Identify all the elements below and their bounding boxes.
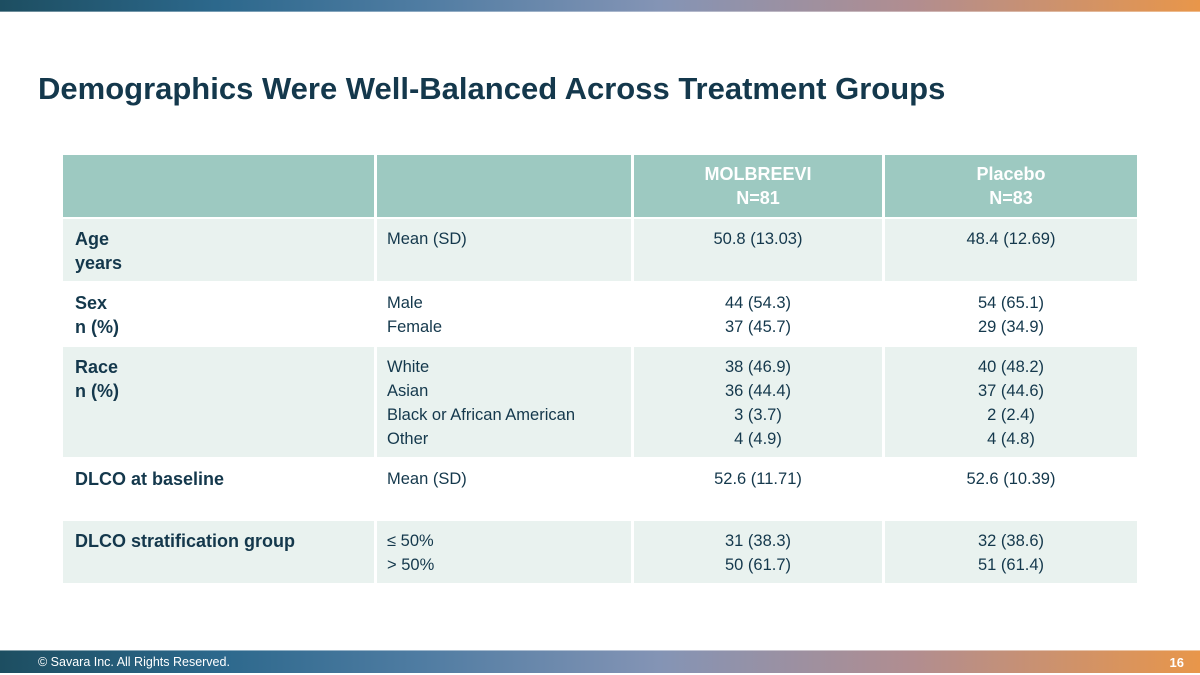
cell-line: 40 (48.2) xyxy=(977,358,1045,376)
group-name: MOLBREEVI xyxy=(704,164,812,184)
cell-line: years xyxy=(75,253,123,273)
cell-line: n (%) xyxy=(75,317,119,337)
row-values-placebo: 54 (65.1) 29 (34.9) xyxy=(885,283,1137,345)
cell-line: 3 (3.7) xyxy=(734,406,782,424)
row-categories: Male Female xyxy=(377,283,631,345)
cell-line: n (%) xyxy=(75,381,119,401)
group-n: N=81 xyxy=(736,188,780,208)
cell-line: 36 (44.4) xyxy=(724,382,792,400)
table-row: DLCO at baseline Mean (SD) 52.6 (11.71) 52.… xyxy=(63,459,1137,519)
cell-line: 50.8 (13.03) xyxy=(713,230,803,248)
table-row: Age years Mean (SD) 50.8 (13.03) 48.4 (12.69… xyxy=(63,219,1137,281)
table-row: Race n (%) White Asian Black or African Amer… xyxy=(63,347,1137,457)
cell-line: Mean (SD) xyxy=(387,470,467,488)
cell-line: 44 (54.3) xyxy=(724,294,792,312)
cell-line: Black or African American xyxy=(387,406,575,424)
cell-line: DLCO at baseline xyxy=(75,469,225,489)
cell-line: 4 (4.9) xyxy=(734,430,782,448)
row-label: Age years xyxy=(63,219,374,281)
cell-line: DLCO stratification group xyxy=(75,531,295,551)
cell-line: 37 (44.6) xyxy=(977,382,1045,400)
cell-line: 52.6 (11.71) xyxy=(714,470,802,488)
cell-line: > 50% xyxy=(387,556,435,574)
row-categories: Mean (SD) xyxy=(377,459,631,519)
cell-line: 38 (46.9) xyxy=(724,358,792,376)
cell-line: 2 (2.4) xyxy=(987,406,1035,424)
cell-line: Asian xyxy=(387,382,429,400)
cell-line: Age xyxy=(75,229,110,249)
table-header-row: MOLBREEVI N=81 Placebo N=83 xyxy=(63,155,1137,217)
row-categories: Mean (SD) xyxy=(377,219,631,281)
cell-line: Female xyxy=(387,318,443,336)
row-label: DLCO stratification group xyxy=(63,521,374,583)
row-values-placebo: 48.4 (12.69) xyxy=(885,219,1137,281)
cell-line: ≤ 50% xyxy=(387,532,434,550)
row-values-molbreevi: 52.6 (11.71) xyxy=(634,459,882,519)
row-values-placebo: 52.6 (10.39) xyxy=(885,459,1137,519)
row-values-molbreevi: 44 (54.3) 37 (45.7) xyxy=(634,283,882,345)
cell-line: 54 (65.1) xyxy=(977,294,1045,312)
cell-line: 51 (61.4) xyxy=(977,556,1045,574)
cell-line: 52.6 (10.39) xyxy=(966,470,1056,488)
row-values-placebo: 40 (48.2) 37 (44.6) 2 (2.4) 4 (4.8) xyxy=(885,347,1137,457)
footer-bar: © Savara Inc. All Rights Reserved. 16 xyxy=(0,650,1200,673)
group-n: N=83 xyxy=(989,188,1033,208)
row-values-molbreevi: 31 (38.3) 50 (61.7) xyxy=(634,521,882,583)
cell-line: White xyxy=(387,358,430,376)
demographics-table-body: Age years Mean (SD) 50.8 (13.03) 48.4 (12.69… xyxy=(63,219,1137,583)
row-values-molbreevi: 50.8 (13.03) xyxy=(634,219,882,281)
row-values-molbreevi: 38 (46.9) 36 (44.4) 3 (3.7) 4 (4.9) xyxy=(634,347,882,457)
group-name: Placebo xyxy=(976,164,1046,184)
row-values-placebo: 32 (38.6) 51 (61.4) xyxy=(885,521,1137,583)
row-label: Sex n (%) xyxy=(63,283,374,345)
header-cell-empty-2 xyxy=(377,155,631,217)
cell-line: 37 (45.7) xyxy=(724,318,792,336)
page-number: 16 xyxy=(1169,654,1184,670)
table-row: DLCO stratification group ≤ 50% > 50% 31 (3… xyxy=(63,521,1137,583)
cell-line: 48.4 (12.69) xyxy=(966,230,1056,248)
cell-line: Race xyxy=(75,357,119,377)
cell-line: Sex xyxy=(75,293,108,313)
header-cell-placebo: Placebo N=83 xyxy=(885,155,1137,217)
cell-line: Male xyxy=(387,294,423,312)
cell-line: 50 (61.7) xyxy=(724,556,792,574)
copyright-text: © Savara Inc. All Rights Reserved. xyxy=(38,655,230,669)
row-categories: White Asian Black or African American Other xyxy=(377,347,631,457)
row-label: Race n (%) xyxy=(63,347,374,457)
cell-line: 4 (4.8) xyxy=(987,430,1035,448)
cell-line: 32 (38.6) xyxy=(977,532,1045,550)
top-accent-bar xyxy=(0,0,1200,12)
demographics-table: MOLBREEVI N=81 Placebo N=83 Age years Mean… xyxy=(63,155,1137,585)
table-row: Sex n (%) Male Female 44 (54.3) 37 (45.7) 54 (… xyxy=(63,283,1137,345)
cell-line: 29 (34.9) xyxy=(977,318,1045,336)
header-cell-molbreevi: MOLBREEVI N=81 xyxy=(634,155,882,217)
row-label: DLCO at baseline xyxy=(63,459,374,519)
cell-line: Mean (SD) xyxy=(387,230,467,248)
cell-line: Other xyxy=(387,430,429,448)
cell-line: 31 (38.3) xyxy=(724,532,792,550)
row-categories: ≤ 50% > 50% xyxy=(377,521,631,583)
page-title: Demographics Were Well-Balanced Across T… xyxy=(38,70,946,106)
header-cell-empty-1 xyxy=(63,155,374,217)
